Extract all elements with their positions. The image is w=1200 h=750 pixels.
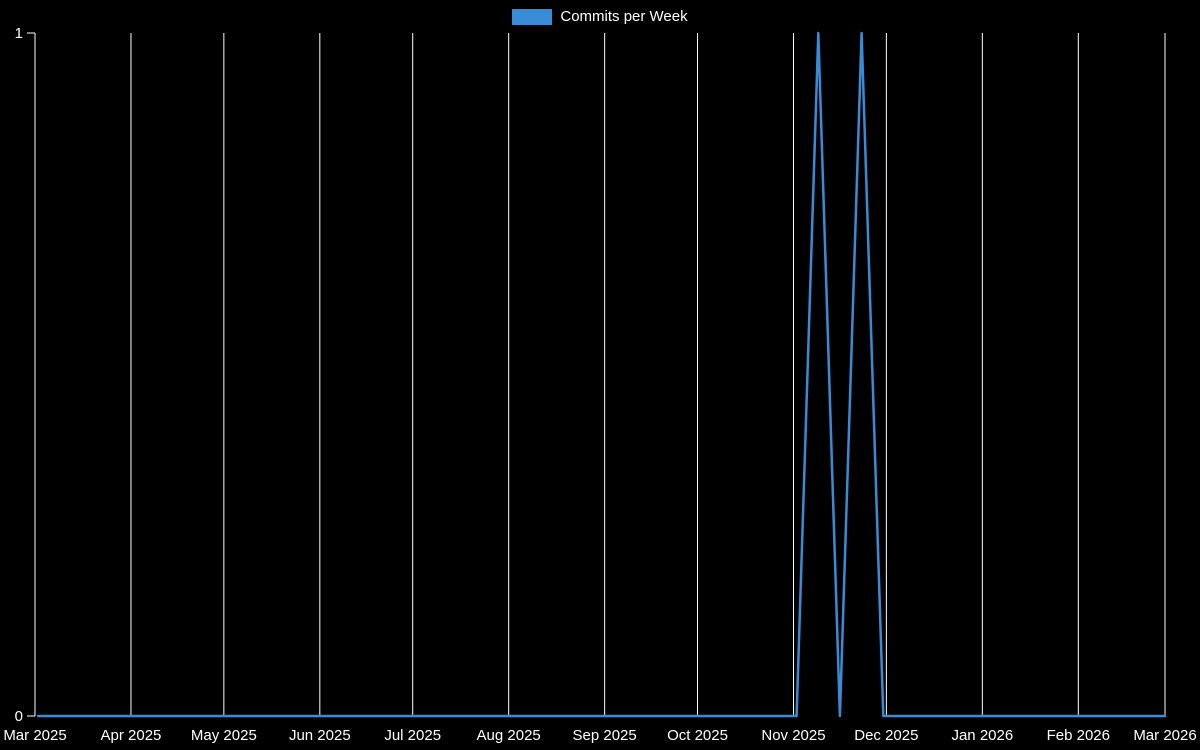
legend-swatch-icon [512,9,553,25]
x-axis-tick-label: May 2025 [191,727,257,744]
x-axis-tick-label: Jun 2025 [289,727,351,744]
x-axis-tick-label: Jul 2025 [384,727,441,744]
chart-legend: Commits per Week [0,8,1200,26]
x-axis-tick-label: Mar 2026 [1133,727,1196,744]
x-axis-tick-label: Dec 2025 [854,727,918,744]
legend-label: Commits per Week [560,8,688,25]
x-axis-tick-label: Sep 2025 [573,727,637,744]
y-axis-tick-label: 0 [15,708,23,725]
legend-item-commits-per-week[interactable]: Commits per Week [512,8,688,26]
commits-line-series [36,31,1167,718]
x-axis-tick-label: Oct 2025 [667,727,728,744]
x-axis-tick-label: Feb 2026 [1047,727,1110,744]
x-axis-tick-label: Aug 2025 [477,727,541,744]
x-axis-tick-label: Mar 2025 [3,727,66,744]
x-axis-tick-label: Apr 2025 [101,727,162,744]
y-axis-tick-label: 1 [15,25,23,42]
x-axis-tick-label: Jan 2026 [951,727,1013,744]
x-axis-tick-label: Nov 2025 [761,727,825,744]
